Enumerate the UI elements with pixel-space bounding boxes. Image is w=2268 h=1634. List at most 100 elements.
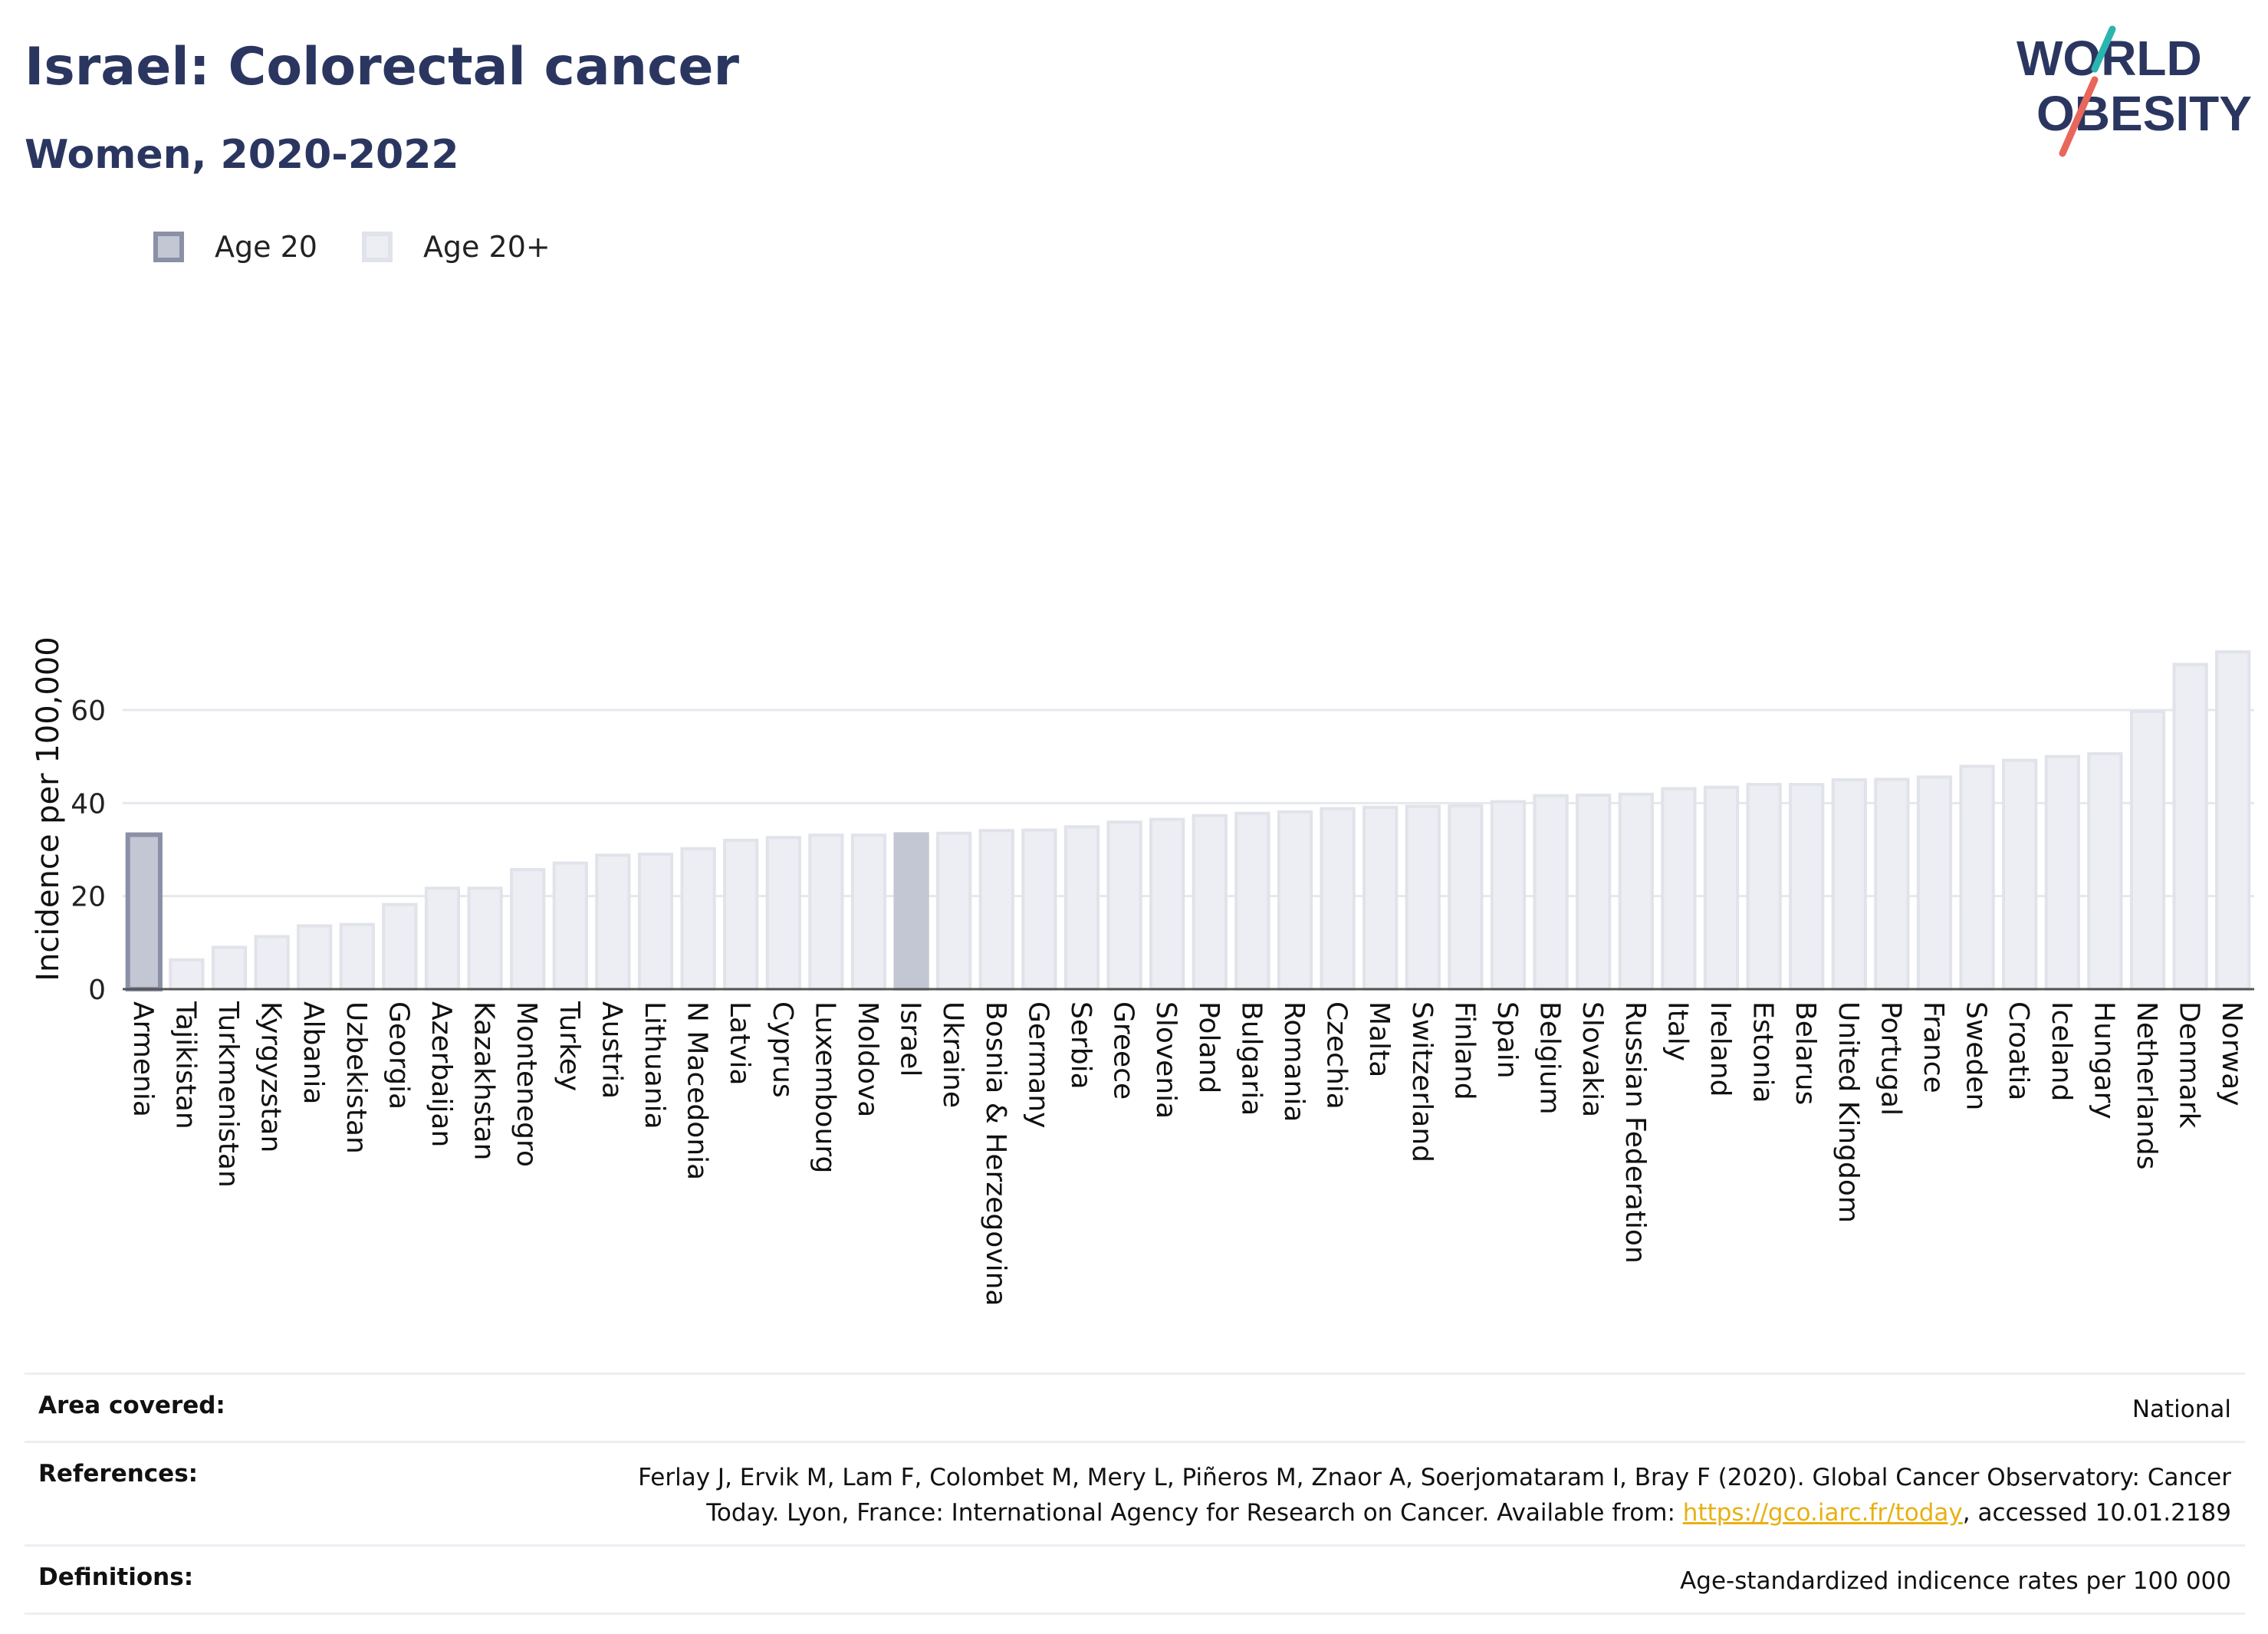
x-tick-label: Hungary [2088, 1001, 2119, 1119]
x-tick-label: Kyrgyzstan [255, 1001, 287, 1152]
bar-croatia [2002, 758, 2038, 991]
bar-tajikistan [169, 958, 205, 991]
bar-sweden [1959, 764, 1995, 991]
footer-table: Area covered: National References: Ferla… [25, 1373, 2245, 1615]
x-tick-label: Denmark [2174, 1001, 2205, 1129]
bar-latvia [723, 838, 759, 991]
bar-cyprus [765, 836, 801, 991]
bar-albania [297, 924, 333, 991]
bar-bulgaria [1234, 811, 1270, 991]
x-tick-label: Belarus [1790, 1001, 1821, 1105]
bar-slovenia [1149, 817, 1185, 991]
y-axis-title: Incidence per 100,000 [31, 636, 66, 981]
bar-luxembourg [808, 833, 844, 991]
area-label: Area covered: [38, 1392, 225, 1419]
bar-ukraine [936, 831, 972, 991]
bar-estonia [1746, 783, 1782, 991]
bar-serbia [1063, 825, 1100, 991]
logo-teal-slash [2091, 25, 2116, 73]
bar-slovakia [1576, 794, 1612, 991]
x-tick-label: Israel [895, 1001, 926, 1077]
bar-switzerland [1405, 804, 1441, 991]
x-tick-label: Germany [1022, 1001, 1053, 1128]
legend-swatch-age-20 [153, 232, 184, 262]
x-tick-label: Ireland [1704, 1001, 1736, 1097]
y-tick-label: 0 [88, 975, 106, 1006]
references-link[interactable]: https://gco.iarc.fr/today [1682, 1499, 1963, 1527]
area-value: National [2132, 1396, 2231, 1423]
bar-austria [595, 853, 631, 991]
bar-iceland [2044, 755, 2080, 991]
x-tick-label: Italy [1662, 1001, 1693, 1061]
y-tick-label: 20 [71, 882, 106, 913]
chart-legend: Age 20 Age 20+ [153, 230, 595, 264]
footer-row-references: References: Ferlay J, Ervik M, Lam F, Co… [25, 1441, 2245, 1544]
bar-bosnia-herzegovina [978, 829, 1014, 991]
chart-title: Israel: Colorectal cancer [25, 37, 740, 97]
bar-germany [1021, 828, 1057, 991]
y-tick-label: 40 [71, 788, 106, 820]
legend-label-age-20-plus: Age 20+ [422, 230, 551, 264]
bar-finland [1448, 804, 1484, 991]
x-tick-label: Czechia [1321, 1001, 1353, 1110]
bar-france [1916, 775, 1953, 991]
x-tick-label: Montenegro [511, 1001, 542, 1167]
y-tick-label: 60 [71, 695, 106, 727]
bar-n-macedonia [680, 847, 716, 991]
x-tick-label: Tajikistan [169, 1001, 201, 1129]
bar-turkey [552, 861, 588, 991]
bar-moldova [850, 833, 887, 991]
footer-row-definitions: Definitions: Age-standardized indicence … [25, 1544, 2245, 1615]
x-tick-label: Georgia [383, 1001, 414, 1110]
bar-czechia [1320, 807, 1356, 991]
x-tick-label: Netherlands [2131, 1001, 2162, 1169]
bar-belgium [1533, 794, 1569, 991]
bar-united-kingdom [1831, 778, 1867, 991]
bar-poland [1192, 814, 1228, 991]
legend-swatch-age-20-plus [361, 232, 393, 262]
x-tick-label: Cyprus [767, 1001, 798, 1098]
bar-italy [1661, 787, 1697, 991]
bar-israel [893, 832, 929, 991]
bar-hungary [2087, 752, 2123, 991]
x-tick-label: Belgium [1534, 1001, 1566, 1115]
bar-azerbaijan [424, 886, 461, 991]
x-tick-label: Russian Federation [1619, 1001, 1651, 1264]
x-tick-label: Moldova [852, 1001, 883, 1117]
bar-armenia [125, 832, 163, 991]
bar-kazakhstan [467, 886, 503, 991]
x-tick-label: Slovenia [1150, 1001, 1182, 1119]
x-tick-label: Ukraine [937, 1001, 968, 1108]
bar-kyrgyzstan [254, 935, 290, 991]
logo-coral-slash [2059, 76, 2099, 157]
x-tick-label: Estonia [1747, 1001, 1779, 1103]
x-tick-label: Turkey [554, 1001, 585, 1091]
x-tick-label: Kazakhstan [468, 1001, 500, 1160]
x-tick-label: Turkmenistan [212, 1001, 244, 1188]
x-tick-label: N Macedonia [682, 1001, 713, 1180]
bar-romania [1277, 810, 1313, 991]
bar-malta [1362, 805, 1399, 991]
world-obesity-logo: WORLD OBESITY [2017, 25, 2252, 157]
bar-spain [1490, 800, 1527, 991]
bar-ireland [1703, 785, 1740, 991]
x-tick-label: Iceland [2046, 1001, 2077, 1101]
x-tick-label: Norway [2216, 1001, 2247, 1106]
x-tick-label: Bulgaria [1235, 1001, 1267, 1116]
x-tick-label: Luxembourg [809, 1001, 840, 1173]
bar-georgia [382, 902, 418, 991]
definitions-label: Definitions: [38, 1563, 194, 1591]
chart-subtitle: Women, 2020-2022 [25, 132, 459, 178]
x-tick-label: Slovakia [1576, 1001, 1608, 1117]
x-tick-label: Romania [1278, 1001, 1310, 1122]
x-tick-label: France [1918, 1001, 1949, 1093]
definitions-value: Age-standardized indicence rates per 100… [1680, 1567, 2231, 1595]
bar-belarus [1789, 783, 1825, 991]
x-tick-label: Serbia [1065, 1001, 1096, 1090]
x-tick-label: Malta [1363, 1001, 1395, 1077]
references-value: Ferlay J, Ervik M, Lam F, Colombet M, Me… [621, 1460, 2231, 1530]
x-tick-label: Lithuania [639, 1001, 670, 1129]
references-text: Ferlay J, Ervik M, Lam F, Colombet M, Me… [638, 1464, 2231, 1527]
x-tick-label: Spain [1491, 1001, 1523, 1079]
